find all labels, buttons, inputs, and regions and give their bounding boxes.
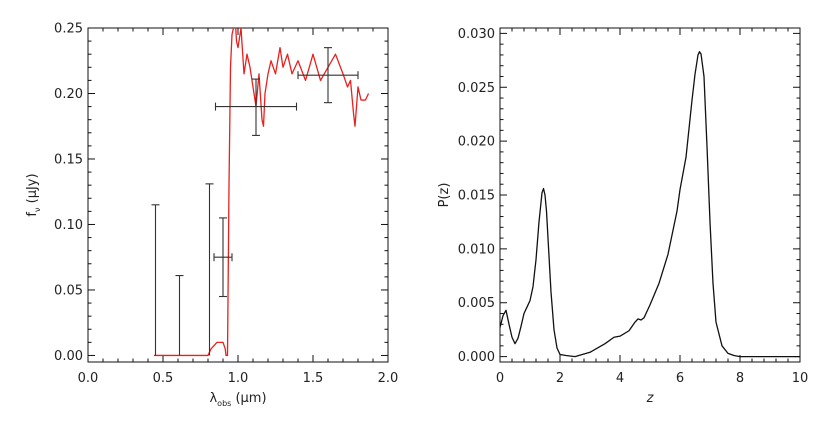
- x-tick-label: 2.0: [378, 371, 399, 386]
- y-axis-label: P(z): [437, 183, 452, 208]
- x-tick-label: 4: [616, 371, 624, 386]
- y-tick-label: 0.00: [54, 349, 83, 364]
- x-axis-label: λobs (μm): [209, 391, 266, 408]
- error-bar: [205, 183, 214, 356]
- pz-panel: 0 2 4 6 8 10 0.000 0.005 0.010 0.015 0.020 0.025 0.0…: [437, 27, 808, 406]
- y-tick-label: 0.015: [458, 189, 495, 204]
- y-tick-label: 0.25: [54, 22, 83, 37]
- x-tick-label: 0.5: [153, 371, 174, 386]
- y-axis-label: fν (μJy): [25, 173, 42, 216]
- error-bar: [175, 275, 184, 356]
- y-tick-label: 0.005: [458, 296, 495, 311]
- x-axis-label: z: [646, 391, 655, 406]
- x-tick-label: 6: [676, 371, 684, 386]
- sed-panel: 0.0 0.5 1.0 1.5 2.0 0.00 0.05 0.10 0.15 0.20 0.25 λ…: [25, 22, 399, 409]
- series-line: [154, 28, 370, 357]
- x-tick-label: 1.0: [228, 371, 249, 386]
- y-tick-label: 0.020: [458, 135, 495, 150]
- error-bar: [151, 204, 160, 356]
- x-tick-label: 0.0: [78, 371, 99, 386]
- error-bar: [214, 78, 298, 136]
- y-tick-label: 0.15: [54, 152, 83, 167]
- y-tick-label: 0.20: [54, 87, 83, 102]
- series-line: [500, 51, 800, 358]
- x-tick-label: 1.5: [303, 371, 324, 386]
- x-tick-label: 10: [792, 371, 809, 386]
- y-tick-label: 0.10: [54, 218, 83, 233]
- y-tick-label: 0.05: [54, 283, 83, 298]
- x-tick-label: 0: [496, 371, 504, 386]
- y-tick-label: 0.025: [458, 81, 495, 96]
- error-bar: [297, 47, 359, 104]
- error-bar: [213, 217, 233, 298]
- x-tick-label: 2: [556, 371, 564, 386]
- x-tick-label: 8: [736, 371, 744, 386]
- plot-frame: [87, 27, 389, 363]
- y-tick-label: 0.000: [458, 350, 495, 365]
- y-tick-label: 0.010: [458, 242, 495, 257]
- y-tick-label: 0.030: [458, 27, 495, 42]
